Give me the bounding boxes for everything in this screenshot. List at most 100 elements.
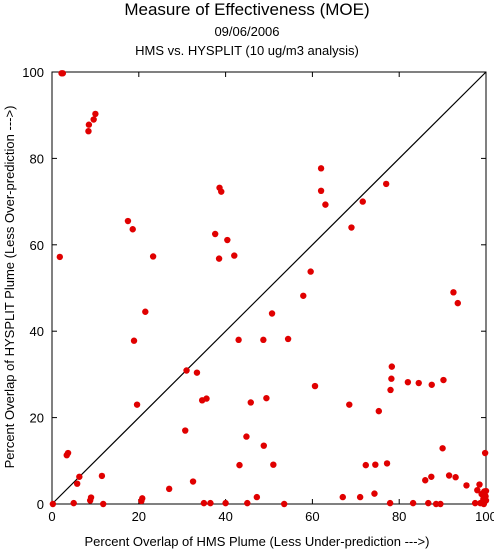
data-point — [307, 268, 314, 275]
data-point — [85, 121, 93, 128]
x-tick-label: 0 — [48, 509, 55, 524]
data-point — [359, 198, 366, 205]
data-points — [49, 70, 490, 508]
data-point — [450, 289, 457, 296]
data-point — [284, 335, 292, 343]
data-point — [56, 253, 64, 261]
data-point — [386, 499, 394, 507]
data-point — [346, 401, 353, 408]
data-point — [90, 116, 97, 123]
data-point — [193, 369, 201, 376]
data-point — [317, 187, 325, 194]
plot-frame — [51, 71, 487, 505]
data-point — [243, 433, 250, 440]
data-point — [428, 473, 435, 480]
data-point — [92, 110, 99, 118]
data-point — [165, 485, 173, 493]
data-point — [59, 70, 67, 77]
data-point — [463, 482, 470, 489]
y-tick-label: 60 — [30, 238, 44, 253]
data-point — [452, 474, 459, 481]
data-point — [425, 499, 432, 507]
data-point — [142, 308, 149, 315]
data-point — [124, 217, 132, 225]
data-point — [244, 499, 251, 507]
data-point — [445, 472, 453, 479]
data-point — [189, 478, 197, 485]
data-point — [129, 226, 136, 233]
data-point — [383, 460, 391, 467]
chart-date: 09/06/2006 — [214, 24, 280, 39]
data-point — [415, 379, 422, 387]
data-point — [280, 500, 288, 508]
data-point — [85, 127, 92, 135]
x-axis-label: Percent Overlap of HMS Plume (Less Under… — [85, 534, 430, 549]
data-point — [70, 499, 77, 507]
data-point — [480, 500, 488, 508]
data-point — [388, 363, 396, 370]
data-point — [375, 407, 383, 415]
data-point — [236, 461, 243, 469]
data-point — [437, 500, 444, 508]
data-point — [387, 386, 394, 394]
data-point — [339, 493, 346, 501]
data-point — [247, 399, 254, 406]
data-point — [372, 461, 379, 468]
data-point — [471, 499, 479, 507]
data-point — [260, 336, 267, 344]
data-point — [356, 493, 364, 501]
data-point — [222, 499, 229, 507]
data-point — [73, 480, 81, 487]
data-point — [300, 292, 307, 299]
x-tick-label: 20 — [132, 509, 146, 524]
data-point — [322, 201, 329, 208]
data-point — [231, 252, 238, 259]
y-tick-label: 20 — [30, 411, 44, 426]
data-point — [215, 255, 223, 262]
reference-line-group — [51, 71, 487, 505]
data-point — [87, 494, 95, 501]
data-point — [388, 375, 395, 382]
plot-axes — [51, 71, 487, 505]
data-point — [49, 500, 57, 508]
tick-labels: 0 20 40 60 80 100 0 20 40 60 80 100 — [22, 65, 494, 524]
data-point — [362, 461, 369, 469]
data-point — [476, 481, 483, 488]
data-point — [474, 486, 481, 494]
data-point — [404, 378, 412, 386]
data-point — [317, 165, 325, 172]
data-point — [182, 427, 189, 434]
data-point — [348, 224, 355, 231]
data-point — [203, 395, 210, 402]
data-point — [235, 336, 242, 344]
chart-subtitle: HMS vs. HYSPLIT (10 ug/m3 analysis) — [135, 43, 359, 58]
data-point — [422, 477, 429, 484]
x-tick-label: 40 — [218, 509, 232, 524]
data-point — [200, 499, 208, 507]
data-point — [371, 490, 378, 497]
data-point — [440, 376, 447, 384]
y-tick-label: 100 — [22, 65, 44, 80]
data-point — [268, 310, 276, 317]
data-point — [482, 487, 490, 495]
data-point — [149, 253, 157, 260]
y-axis-label: Percent Overlap of HYSPLIT Plume (Less O… — [2, 106, 17, 469]
data-point — [183, 367, 190, 374]
data-point — [224, 236, 231, 244]
y-tick-label: 0 — [37, 497, 44, 512]
data-point — [100, 500, 107, 508]
data-point — [207, 499, 214, 507]
data-point — [382, 180, 390, 188]
data-point — [454, 299, 461, 307]
data-point — [439, 445, 446, 452]
data-point — [263, 394, 270, 402]
y-tick-label: 80 — [30, 151, 44, 166]
data-point — [409, 499, 417, 507]
data-point — [270, 461, 277, 468]
x-tick-label: 100 — [475, 509, 494, 524]
data-point — [260, 442, 267, 449]
data-point — [481, 449, 489, 457]
data-point — [130, 337, 138, 344]
y-tick-label: 40 — [30, 324, 44, 339]
